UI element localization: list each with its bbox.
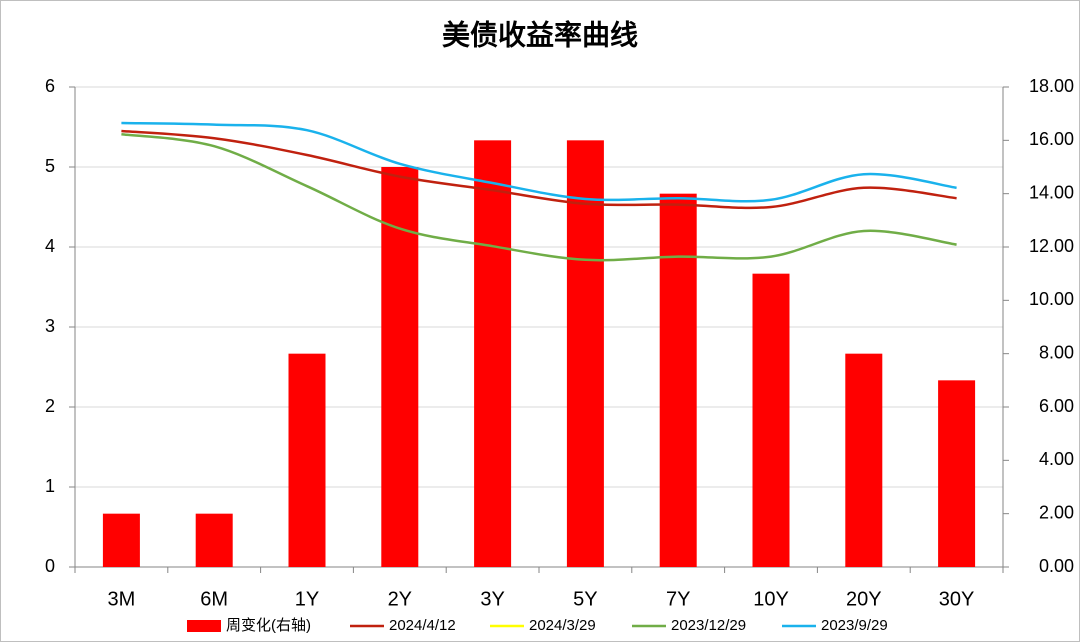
- bar: [381, 167, 419, 567]
- y2-tick-label: 10.00: [1029, 289, 1074, 309]
- x-tick-label: 2Y: [388, 588, 412, 610]
- bar: [752, 273, 790, 567]
- legend-swatch: [187, 620, 221, 632]
- legend-label: 2023/9/29: [821, 617, 888, 634]
- series-line: [121, 132, 957, 262]
- series-line: [121, 121, 957, 203]
- y-tick-label: 0: [45, 556, 55, 576]
- y-tick-label: 4: [45, 236, 55, 256]
- x-tick-label: 5Y: [573, 588, 597, 610]
- chart-title: 美债收益率曲线: [442, 18, 638, 50]
- series-line: [121, 129, 957, 210]
- bar: [102, 513, 140, 567]
- y2-tick-label: 18.00: [1029, 76, 1074, 96]
- x-tick-label: 7Y: [666, 588, 690, 610]
- y2-tick-label: 4.00: [1039, 449, 1074, 469]
- bar: [195, 513, 233, 567]
- legend-label: 2024/4/12: [389, 617, 456, 634]
- x-tick-label: 10Y: [753, 588, 789, 610]
- legend-label: 2023/12/29: [671, 617, 746, 634]
- y2-tick-label: 6.00: [1039, 396, 1074, 416]
- y2-tick-label: 2.00: [1039, 502, 1074, 522]
- y-tick-label: 6: [45, 76, 55, 96]
- bar: [566, 140, 604, 568]
- y-tick-label: 2: [45, 396, 55, 416]
- y2-tick-label: 14.00: [1029, 182, 1074, 202]
- x-tick-label: 6M: [200, 588, 228, 610]
- y-tick-label: 5: [45, 156, 55, 176]
- y2-tick-label: 12.00: [1029, 236, 1074, 256]
- bar: [659, 193, 697, 567]
- y-tick-label: 1: [45, 476, 55, 496]
- x-tick-label: 20Y: [846, 588, 882, 610]
- bar: [845, 353, 883, 567]
- legend-label: 2024/3/29: [529, 617, 596, 634]
- y2-tick-label: 0.00: [1039, 556, 1074, 576]
- x-tick-label: 30Y: [939, 588, 975, 610]
- x-tick-label: 3M: [108, 588, 136, 610]
- y-tick-label: 3: [45, 316, 55, 336]
- y2-tick-label: 16.00: [1029, 129, 1074, 149]
- bar: [938, 380, 976, 567]
- x-tick-label: 1Y: [295, 588, 319, 610]
- x-tick-label: 3Y: [480, 588, 504, 610]
- legend-label: 周变化(右轴): [226, 617, 311, 634]
- bar: [474, 140, 512, 568]
- y2-tick-label: 8.00: [1039, 342, 1074, 362]
- bar: [288, 353, 326, 567]
